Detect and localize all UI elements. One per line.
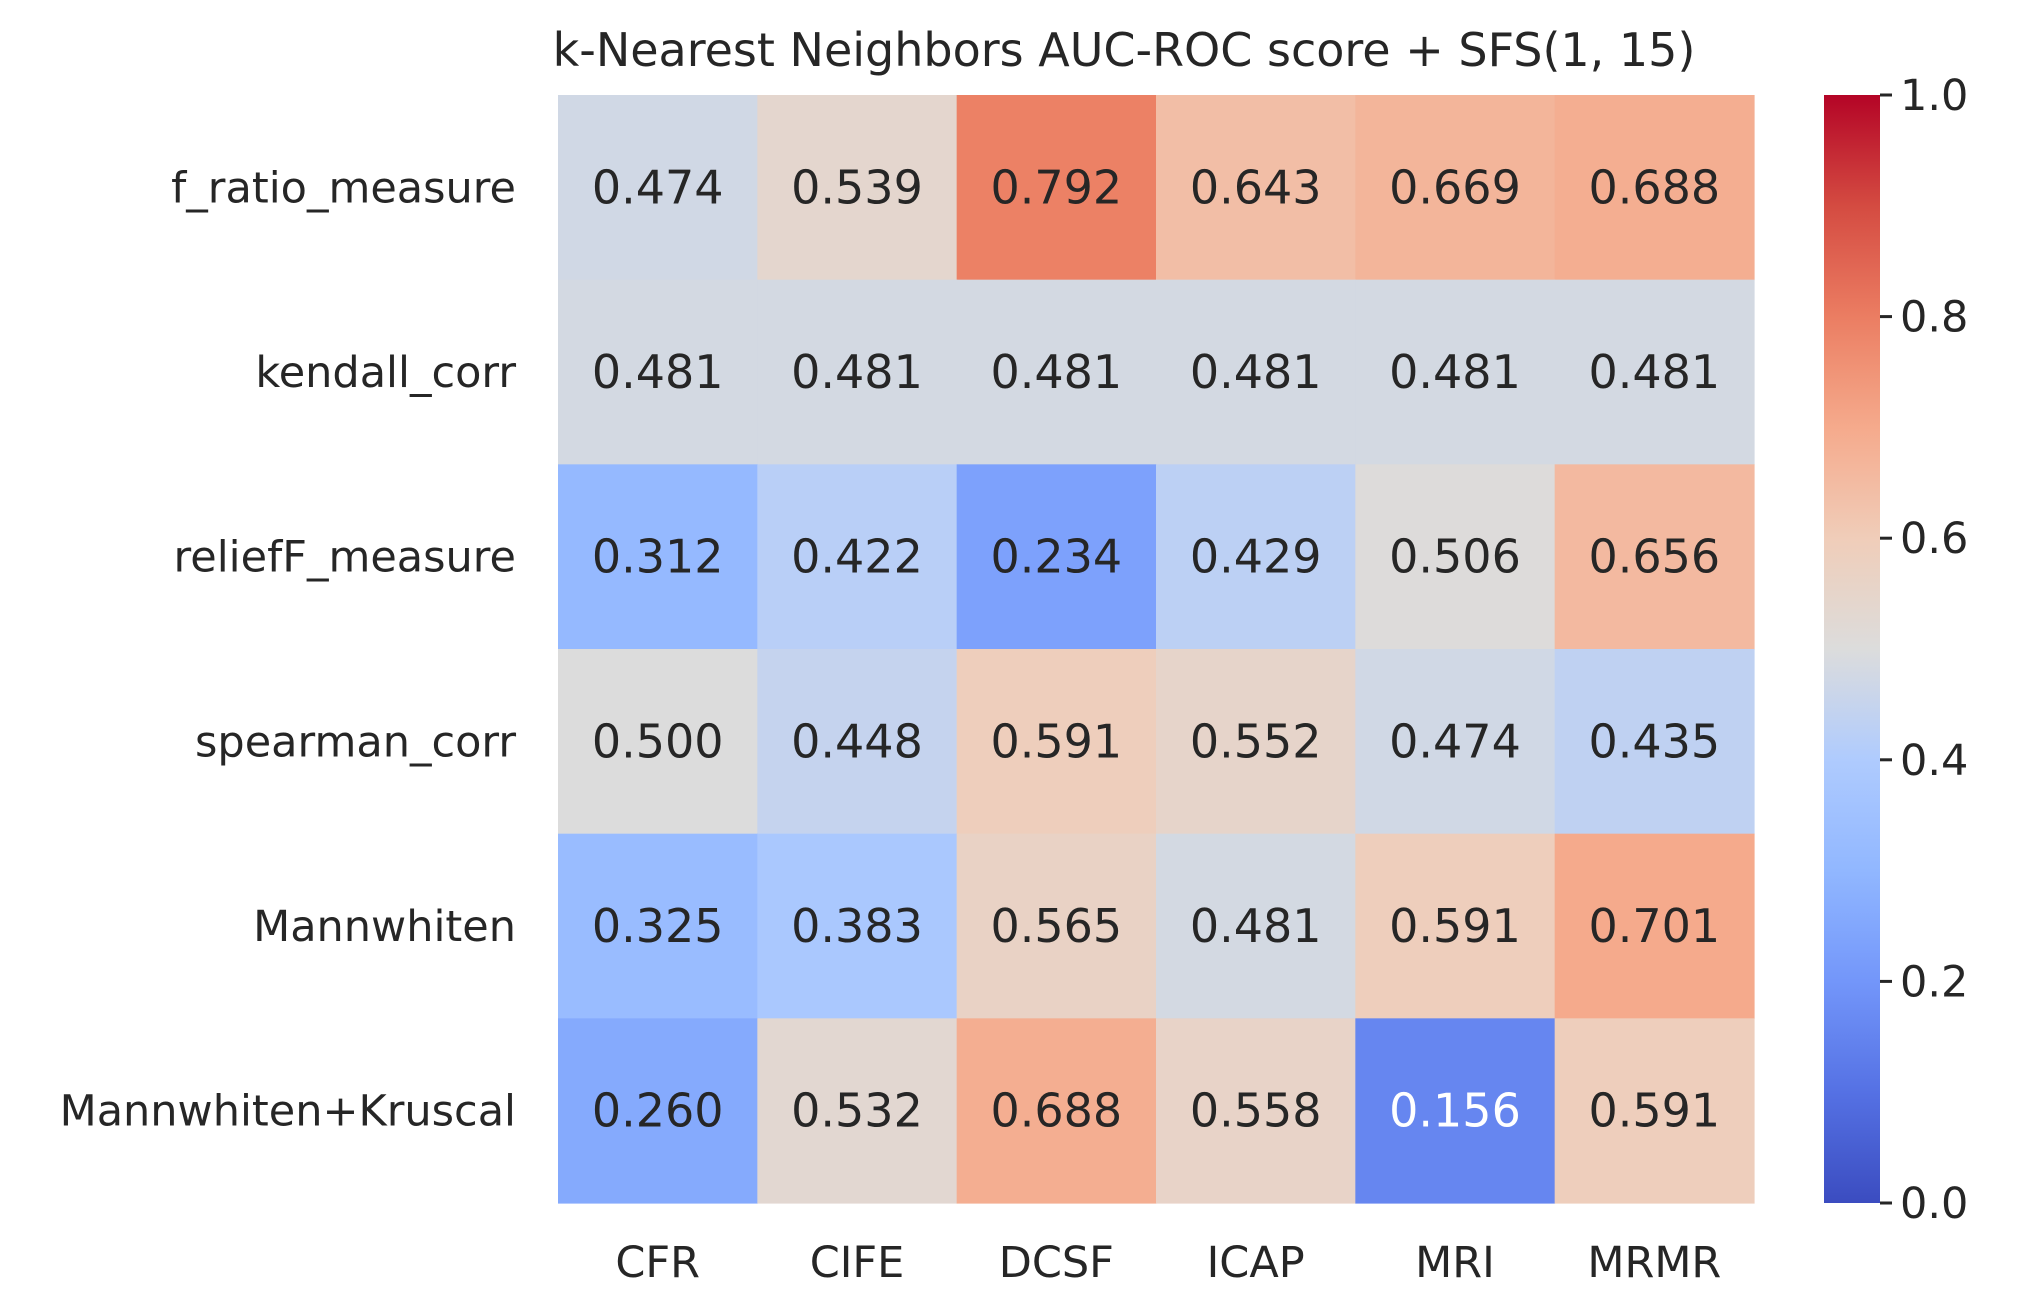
heatmap-cell (956, 464, 1157, 650)
row-labels: f_ratio_measure kendall_corr reliefF_measu… (60, 163, 517, 1136)
colorbar-tick-label: 0.6 (1900, 514, 1968, 564)
heatmap-cell (1156, 279, 1356, 465)
heatmap-cell (558, 279, 758, 465)
row-label: Mannwhiten+Kruscal (60, 1087, 516, 1137)
cell-value-label: 0.234 (990, 530, 1122, 584)
heatmap-cell (956, 279, 1157, 465)
heatmap-cell (757, 279, 958, 465)
cell-value-label: 0.325 (592, 899, 724, 953)
heatmap-cell (1355, 279, 1556, 465)
cell-value-label: 0.532 (791, 1084, 923, 1138)
cell-value-label: 0.383 (791, 899, 923, 953)
heatmap-cell (1355, 833, 1556, 1019)
heatmap-cell (1156, 833, 1356, 1019)
heatmap-cell (1156, 464, 1356, 650)
column-label: ICAP (1207, 1238, 1305, 1288)
heatmap-cell (1355, 464, 1556, 650)
cell-value-label: 0.448 (791, 714, 923, 768)
colorbar (1824, 95, 1880, 1203)
heatmap-cell (1156, 649, 1356, 835)
heatmap-cell (956, 649, 1157, 835)
cell-value-label: 0.481 (1389, 345, 1521, 399)
colorbar-tick-label: 0.4 (1900, 736, 1968, 786)
cell-value-label: 0.591 (1588, 1084, 1720, 1138)
cell-value-label: 0.481 (990, 345, 1122, 399)
colorbar-tick-label: 0.0 (1900, 1179, 1968, 1229)
heatmap-cell (956, 1018, 1157, 1204)
cell-value-label: 0.591 (1389, 899, 1521, 953)
column-labels: CFR CIFE DCSF ICAP MRI MRMR (615, 1238, 1721, 1288)
heatmap-cell (558, 1018, 758, 1204)
heatmap-cell (757, 833, 958, 1019)
heatmap-cell (1554, 833, 1755, 1019)
cell-value-label: 0.792 (990, 160, 1122, 214)
column-label: CFR (615, 1238, 700, 1288)
cell-value-label: 0.474 (1389, 714, 1521, 768)
heatmap-cell (558, 833, 758, 1019)
cell-value-label: 0.435 (1588, 714, 1720, 768)
heatmap-cell (757, 1018, 958, 1204)
cell-value-label: 0.481 (1190, 345, 1322, 399)
heatmap-cell (1554, 464, 1755, 650)
cell-value-label: 0.481 (791, 345, 923, 399)
cell-value-label: 0.701 (1588, 899, 1720, 953)
cell-value-label: 0.539 (791, 160, 923, 214)
column-label: MRI (1415, 1238, 1495, 1288)
heatmap-cell (1554, 1018, 1755, 1204)
row-label: spearman_corr (195, 717, 516, 767)
heatmap-cell (757, 95, 958, 281)
cell-value-label: 0.422 (791, 530, 923, 584)
heatmap-cell (757, 649, 958, 835)
row-label: f_ratio_measure (171, 163, 516, 213)
heatmap-cells: 0.474 0.539 0.792 0.643 0.669 0.688 0.481 0.481… (558, 95, 1755, 1204)
heatmap-cell (1156, 95, 1356, 281)
cell-value-label: 0.591 (990, 714, 1122, 768)
cell-value-label: 0.481 (1588, 345, 1720, 399)
colorbar-tick-label: 0.2 (1900, 957, 1968, 1007)
cell-value-label: 0.656 (1588, 530, 1720, 584)
cell-value-label: 0.506 (1389, 530, 1521, 584)
cell-value-label: 0.156 (1389, 1084, 1521, 1138)
cell-value-label: 0.500 (592, 714, 724, 768)
heatmap-cell (1355, 95, 1556, 281)
heatmap-cell (1554, 649, 1755, 835)
cell-value-label: 0.429 (1190, 530, 1322, 584)
row-label: Mannwhiten (253, 902, 516, 952)
row-label: reliefF_measure (174, 533, 516, 583)
heatmap-cell (956, 833, 1157, 1019)
heatmap-cell (558, 649, 758, 835)
colorbar-tick-label: 0.8 (1900, 293, 1968, 343)
colorbar-tick-label: 1.0 (1900, 71, 1968, 121)
cell-value-label: 0.669 (1389, 160, 1521, 214)
heatmap-cell (1554, 279, 1755, 465)
heatmap-cell (1554, 95, 1755, 281)
heatmap-cell (1355, 649, 1556, 835)
cell-value-label: 0.312 (592, 530, 724, 584)
heatmap-cell (1156, 1018, 1356, 1204)
column-label: DCSF (999, 1238, 1114, 1288)
cell-value-label: 0.552 (1190, 714, 1322, 768)
column-label: CIFE (810, 1238, 905, 1288)
cell-value-label: 0.688 (990, 1084, 1122, 1138)
cell-value-label: 0.688 (1588, 160, 1720, 214)
heatmap-cell (956, 95, 1157, 281)
colorbar-ticks: 0.0 0.2 0.4 0.6 0.8 1.0 (1880, 71, 1968, 1229)
column-label: MRMR (1587, 1238, 1721, 1288)
cell-value-label: 0.481 (592, 345, 724, 399)
cell-value-label: 0.565 (990, 899, 1122, 953)
heatmap-cell (757, 464, 958, 650)
cell-value-label: 0.643 (1190, 160, 1322, 214)
chart-title: k-Nearest Neighbors AUC-ROC score + SFS(… (553, 23, 1696, 77)
heatmap-cell (1355, 1018, 1556, 1204)
heatmap-cell (558, 464, 758, 650)
row-label: kendall_corr (255, 348, 516, 398)
cell-value-label: 0.558 (1190, 1084, 1322, 1138)
cell-value-label: 0.260 (592, 1084, 724, 1138)
heatmap-cell (558, 95, 758, 281)
cell-value-label: 0.481 (1190, 899, 1322, 953)
cell-value-label: 0.474 (592, 160, 724, 214)
